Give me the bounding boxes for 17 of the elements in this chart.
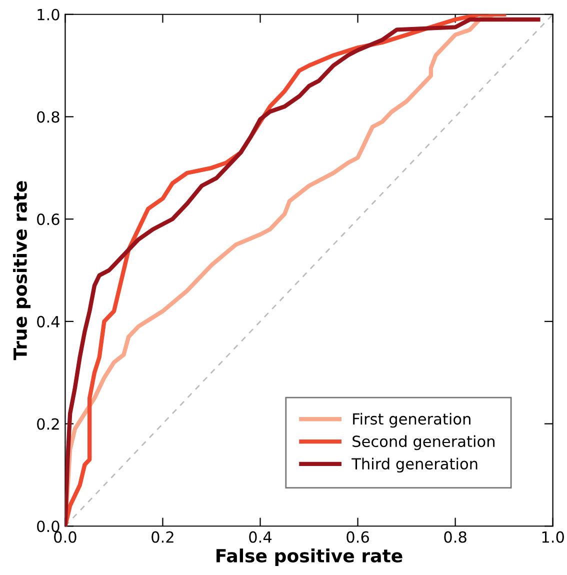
legend-label: Second generation [352, 435, 494, 450]
x-tick-label: 0.0 [54, 531, 76, 543]
y-axis-title: True positive rate [13, 181, 30, 360]
x-tick-label: 0.2 [152, 531, 174, 543]
x-tick-label: 0.4 [249, 531, 272, 543]
y-tick-label: 0.8 [37, 111, 60, 123]
x-tick-label: 0.6 [346, 531, 369, 543]
y-tick-label: 0.6 [37, 214, 60, 226]
x-axis-title: False positive rate [216, 548, 402, 566]
x-tick-label: 0.8 [444, 531, 466, 543]
legend-label: First generation [353, 412, 470, 428]
y-tick-label: 0.2 [37, 418, 59, 430]
x-tick-label: 1.0 [542, 531, 564, 543]
y-tick-label: 1.0 [38, 8, 60, 20]
y-tick-label: 0.0 [37, 520, 60, 532]
y-tick-label: 0.4 [37, 316, 60, 328]
legend-label: Third generation [352, 458, 478, 473]
